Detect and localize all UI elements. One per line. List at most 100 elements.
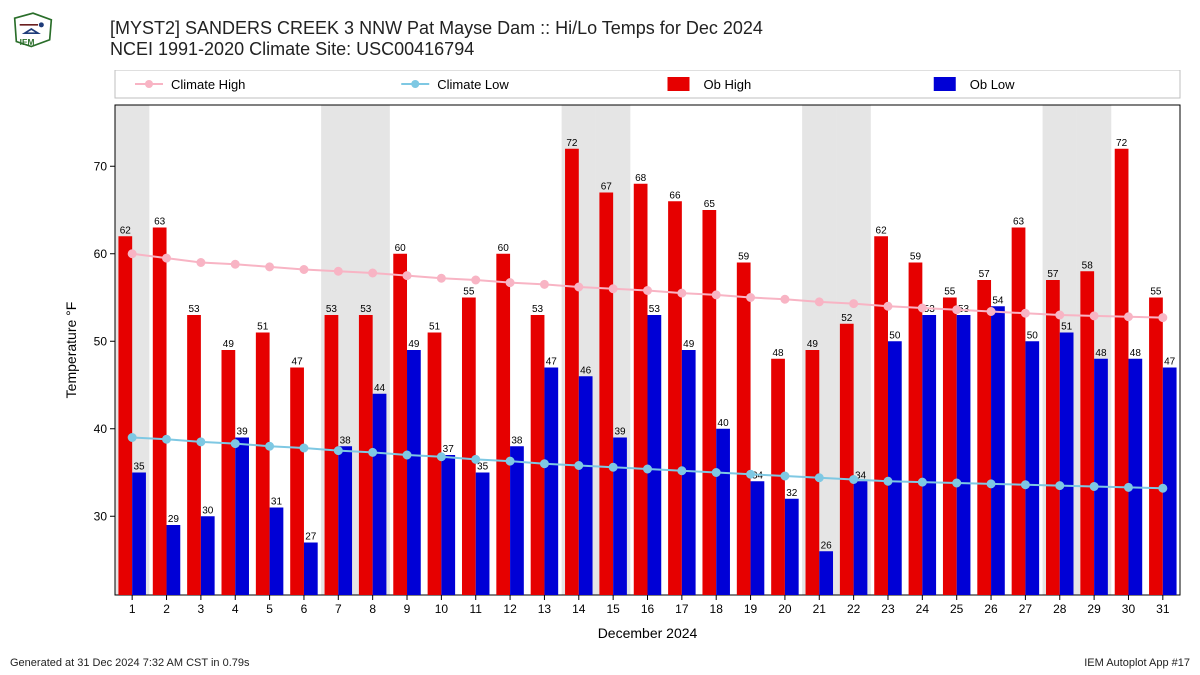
svg-text:62: 62: [120, 225, 132, 236]
svg-text:2: 2: [163, 602, 170, 616]
svg-text:18: 18: [710, 602, 724, 616]
svg-text:57: 57: [979, 269, 991, 280]
svg-text:IEM: IEM: [20, 37, 35, 47]
svg-text:47: 47: [1164, 357, 1176, 368]
svg-text:60: 60: [395, 243, 407, 254]
svg-text:53: 53: [188, 304, 200, 315]
svg-text:48: 48: [772, 348, 784, 359]
svg-text:57: 57: [1047, 269, 1059, 280]
title-line-1: [MYST2] SANDERS CREEK 3 NNW Pat Mayse Da…: [110, 18, 763, 39]
svg-text:11: 11: [469, 602, 482, 616]
svg-text:55: 55: [944, 287, 956, 298]
svg-text:51: 51: [257, 322, 269, 333]
svg-text:62: 62: [876, 225, 888, 236]
svg-text:51: 51: [1061, 322, 1073, 333]
svg-text:59: 59: [738, 252, 750, 263]
svg-text:55: 55: [463, 287, 475, 298]
svg-text:63: 63: [1013, 217, 1025, 228]
svg-text:58: 58: [1082, 260, 1094, 271]
svg-text:55: 55: [1150, 287, 1162, 298]
svg-text:5: 5: [266, 602, 273, 616]
svg-text:24: 24: [916, 602, 930, 616]
svg-text:30: 30: [202, 505, 214, 516]
svg-text:51: 51: [429, 322, 441, 333]
svg-text:67: 67: [601, 182, 613, 193]
svg-text:9: 9: [404, 602, 411, 616]
svg-text:15: 15: [606, 602, 620, 616]
svg-text:59: 59: [910, 252, 922, 263]
svg-text:44: 44: [374, 383, 386, 394]
svg-text:30: 30: [94, 509, 108, 523]
svg-text:50: 50: [1027, 330, 1039, 341]
svg-text:28: 28: [1053, 602, 1067, 616]
svg-text:53: 53: [532, 304, 544, 315]
svg-text:39: 39: [237, 427, 249, 438]
svg-text:38: 38: [340, 435, 352, 446]
svg-text:7: 7: [335, 602, 342, 616]
svg-text:40: 40: [718, 418, 730, 429]
svg-text:35: 35: [477, 462, 489, 473]
svg-text:50: 50: [889, 330, 901, 341]
svg-text:37: 37: [443, 444, 455, 455]
svg-text:4: 4: [232, 602, 239, 616]
svg-text:66: 66: [669, 190, 681, 201]
svg-text:48: 48: [1130, 348, 1142, 359]
iem-logo: IEM: [8, 8, 58, 50]
svg-text:65: 65: [704, 199, 716, 210]
svg-text:32: 32: [786, 488, 798, 499]
footer-app: IEM Autoplot App #17: [1084, 657, 1190, 669]
svg-text:22: 22: [847, 602, 861, 616]
svg-text:17: 17: [675, 602, 689, 616]
svg-text:1: 1: [129, 602, 136, 616]
chart-title: [MYST2] SANDERS CREEK 3 NNW Pat Mayse Da…: [110, 18, 763, 60]
svg-text:40: 40: [94, 422, 108, 436]
svg-text:52: 52: [841, 313, 853, 324]
svg-text:3: 3: [198, 602, 205, 616]
svg-text:Climate Low: Climate Low: [437, 77, 509, 92]
svg-text:49: 49: [408, 339, 420, 350]
svg-text:35: 35: [133, 462, 145, 473]
svg-text:Ob High: Ob High: [704, 77, 752, 92]
svg-text:27: 27: [1019, 602, 1033, 616]
svg-text:53: 53: [649, 304, 661, 315]
svg-text:54: 54: [992, 295, 1004, 306]
svg-text:53: 53: [360, 304, 372, 315]
svg-text:8: 8: [369, 602, 376, 616]
svg-text:72: 72: [1116, 138, 1128, 149]
svg-text:27: 27: [305, 532, 317, 543]
svg-text:Climate High: Climate High: [171, 77, 245, 92]
svg-text:47: 47: [546, 357, 558, 368]
svg-text:48: 48: [1095, 348, 1107, 359]
svg-text:39: 39: [614, 427, 626, 438]
svg-text:72: 72: [566, 138, 578, 149]
svg-text:14: 14: [572, 602, 586, 616]
svg-text:49: 49: [683, 339, 695, 350]
svg-text:38: 38: [511, 435, 523, 446]
svg-text:63: 63: [154, 217, 166, 228]
svg-text:50: 50: [94, 334, 108, 348]
svg-text:70: 70: [94, 159, 108, 173]
svg-text:16: 16: [641, 602, 655, 616]
svg-text:30: 30: [1122, 602, 1136, 616]
svg-text:23: 23: [881, 602, 895, 616]
svg-text:Temperature °F: Temperature °F: [63, 302, 79, 399]
svg-text:29: 29: [1087, 602, 1101, 616]
svg-text:12: 12: [503, 602, 517, 616]
svg-text:31: 31: [1156, 602, 1170, 616]
svg-text:20: 20: [778, 602, 792, 616]
svg-text:29: 29: [168, 514, 180, 525]
svg-text:46: 46: [580, 365, 592, 376]
svg-text:25: 25: [950, 602, 964, 616]
svg-text:26: 26: [984, 602, 998, 616]
svg-text:60: 60: [498, 243, 510, 254]
svg-text:December 2024: December 2024: [598, 625, 698, 641]
svg-text:Ob Low: Ob Low: [970, 77, 1015, 92]
svg-text:49: 49: [807, 339, 819, 350]
svg-text:60: 60: [94, 247, 108, 261]
svg-text:13: 13: [538, 602, 552, 616]
svg-text:19: 19: [744, 602, 758, 616]
svg-text:68: 68: [635, 173, 647, 184]
svg-text:31: 31: [271, 497, 283, 508]
svg-text:47: 47: [292, 357, 304, 368]
svg-text:6: 6: [301, 602, 308, 616]
